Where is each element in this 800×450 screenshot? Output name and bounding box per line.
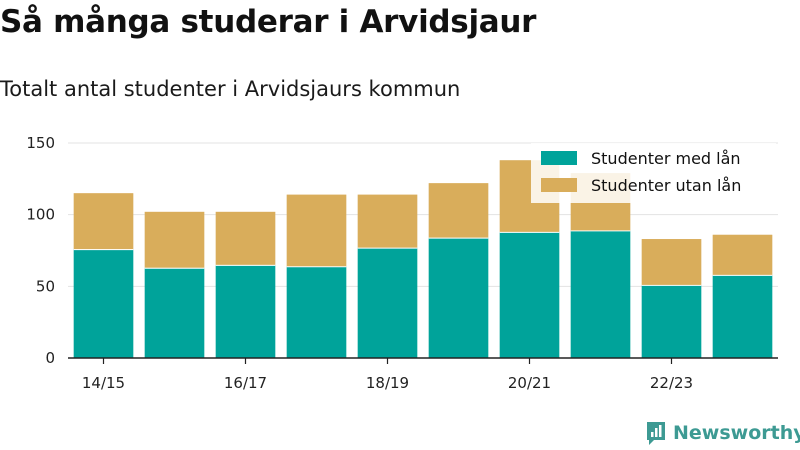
bar-med-lan-15-16 (144, 267, 205, 358)
bar-med-lan-14-15 (73, 249, 134, 358)
newsworthy-logo-icon (647, 422, 665, 445)
legend-swatch (541, 151, 577, 165)
y-tick-label: 100 (26, 206, 55, 224)
bar-utan-lan-18-19 (357, 194, 418, 248)
bar-utan-lan-17-18 (286, 194, 347, 267)
legend-label: Studenter utan lån (591, 176, 741, 195)
x-tick-label: 18/19 (366, 374, 409, 392)
page-title: Så många studerar i Arvidsjaur (0, 4, 537, 40)
bar-med-lan-17-18 (286, 266, 347, 358)
legend-swatch (541, 178, 577, 192)
legend: Studenter med lån Studenter utan lån (531, 143, 776, 203)
bar-med-lan-16-17 (215, 264, 276, 358)
y-tick-label: 150 (26, 134, 55, 152)
chart-subtitle: Totalt antal studenter i Arvidsjaurs kom… (0, 77, 461, 101)
y-tick-label: 50 (36, 277, 55, 295)
bar-med-lan-22-23 (641, 284, 702, 358)
legend-label: Studenter med lån (591, 149, 741, 168)
y-axis-ticks: 0 50 100 150 (26, 134, 55, 367)
x-tick-label: 22/23 (650, 374, 693, 392)
bar-med-lan-19-20 (428, 237, 489, 358)
bar-med-lan-20-21 (499, 231, 560, 358)
bar-med-lan-21-22 (570, 230, 631, 358)
y-tick-label: 0 (45, 349, 55, 367)
bar-med-lan-18-19 (357, 247, 418, 358)
bar-utan-lan-15-16 (144, 211, 205, 268)
x-axis-ticks: 14/15 16/17 18/19 20/21 22/23 (82, 358, 693, 392)
bar-utan-lan-16-17 (215, 211, 276, 265)
bar-utan-lan-14-15 (73, 193, 134, 250)
brand-name: Newsworthy (673, 422, 800, 444)
x-tick-label: 16/17 (224, 374, 267, 392)
x-tick-label: 14/15 (82, 374, 125, 392)
brand-logo: Newsworthy (645, 420, 800, 446)
bar-utan-lan-22-23 (641, 239, 702, 285)
bars (68, 160, 778, 359)
bar-utan-lan-23-24 (712, 234, 773, 275)
x-tick-label: 20/21 (508, 374, 551, 392)
bar-utan-lan-19-20 (428, 183, 489, 238)
bar-med-lan-23-24 (712, 274, 773, 358)
